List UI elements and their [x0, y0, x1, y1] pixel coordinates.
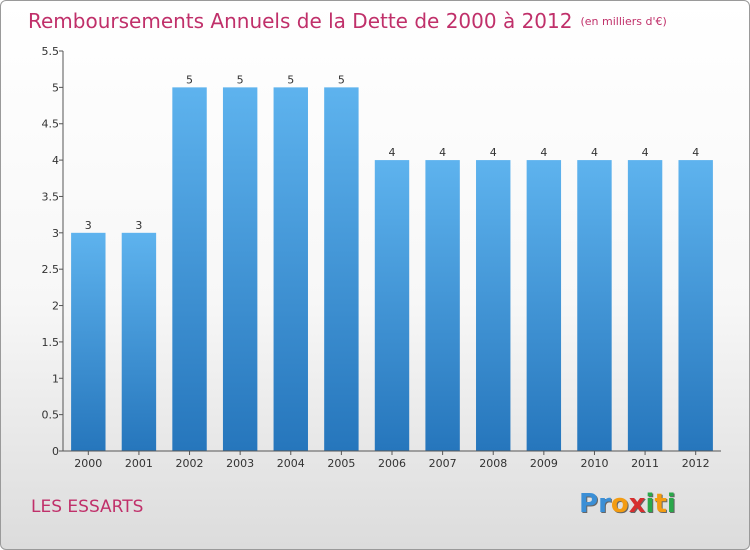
logo-letter: i [645, 489, 655, 519]
bar-value-label: 5 [186, 73, 193, 86]
bar-group: 4 [526, 146, 562, 451]
y-tick-label: 5.5 [42, 45, 60, 58]
x-tick-label: 2011 [631, 457, 659, 470]
bar-group: 4 [678, 146, 713, 451]
bar [172, 87, 207, 451]
bar-value-label: 5 [338, 73, 345, 86]
bar [526, 160, 562, 451]
bar-value-label: 3 [85, 219, 92, 232]
bar [374, 160, 410, 451]
x-tick-label: 2003 [226, 457, 254, 470]
bar [222, 87, 258, 451]
bar-value-label: 4 [439, 146, 446, 159]
bar-group: 5 [172, 73, 207, 451]
y-tick-label: 1.5 [42, 336, 60, 349]
logo-letter: o [610, 489, 629, 519]
x-tick-label: 2008 [479, 457, 507, 470]
bar [273, 87, 308, 451]
y-tick-label: 4.5 [42, 118, 60, 131]
bar-group: 3 [71, 219, 106, 451]
bar [577, 160, 612, 451]
bar-group: 3 [121, 219, 157, 451]
bar-value-label: 4 [642, 146, 649, 159]
bar [425, 160, 460, 451]
x-tick-label: 2006 [378, 457, 406, 470]
commune-name: LES ESSARTS [31, 497, 144, 517]
bar-value-label: 4 [389, 146, 396, 159]
logo-letter: x [628, 489, 646, 519]
bar [476, 160, 511, 451]
bar-group: 4 [627, 146, 663, 451]
bar-group: 5 [273, 73, 308, 451]
bar-group: 4 [476, 146, 511, 451]
bar [627, 160, 663, 451]
x-tick-label: 2012 [682, 457, 710, 470]
logo-letter: t [654, 489, 667, 519]
logo-letter: P [579, 489, 599, 519]
bar-value-label: 4 [490, 146, 497, 159]
bar-value-label: 5 [287, 73, 294, 86]
bar-value-label: 4 [692, 146, 699, 159]
bar-group: 4 [374, 146, 410, 451]
bar [678, 160, 713, 451]
bar-group: 4 [425, 146, 460, 451]
bar-value-label: 5 [237, 73, 244, 86]
y-tick-label: 2 [52, 300, 59, 313]
bar [324, 87, 359, 451]
x-tick-label: 2002 [176, 457, 204, 470]
bar [121, 232, 157, 451]
x-tick-label: 2007 [429, 457, 457, 470]
x-tick-label: 2009 [530, 457, 558, 470]
bar-value-label: 3 [135, 219, 142, 232]
bar-value-label: 4 [540, 146, 547, 159]
y-tick-label: 3 [52, 227, 59, 240]
y-tick-label: 2.5 [42, 263, 60, 276]
bar-value-label: 4 [591, 146, 598, 159]
y-tick-label: 3.5 [42, 190, 60, 203]
x-tick-label: 2010 [580, 457, 608, 470]
y-tick-label: 5 [52, 81, 59, 94]
logo-letter: r [598, 489, 611, 519]
proxiti-logo: Proxiti [579, 489, 676, 519]
chart-title-block: Remboursements Annuels de la Dette de 20… [28, 9, 667, 33]
logo-letter: i [666, 489, 676, 519]
x-tick-label: 2001 [125, 457, 153, 470]
chart-unit: (en milliers d'€) [580, 15, 667, 28]
x-tick-label: 2005 [327, 457, 355, 470]
x-tick-label: 2000 [74, 457, 102, 470]
chart-title: Remboursements Annuels de la Dette de 20… [28, 9, 573, 33]
bar-group: 5 [222, 73, 258, 451]
bar-group: 5 [324, 73, 359, 451]
x-tick-label: 2004 [277, 457, 305, 470]
bar [71, 232, 106, 451]
y-tick-label: 4 [52, 154, 59, 167]
y-tick-label: 1 [52, 372, 59, 385]
y-tick-label: 0.5 [42, 409, 60, 422]
y-tick-label: 0 [52, 445, 59, 458]
bar-group: 4 [577, 146, 612, 451]
